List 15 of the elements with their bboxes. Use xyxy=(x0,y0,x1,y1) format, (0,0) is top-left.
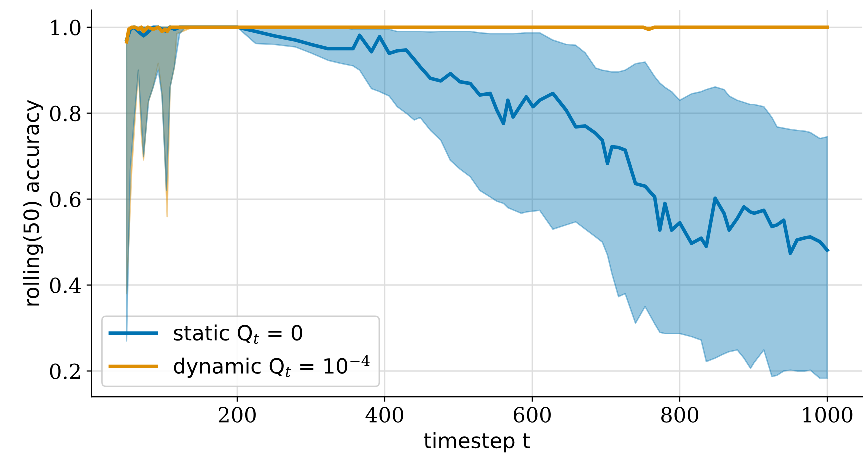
y-tick-label: 0.2 xyxy=(50,364,80,380)
y-axis-title: rolling(50) accuracy xyxy=(23,100,44,306)
y-tick-label: 0.4 xyxy=(50,278,82,294)
line-series xyxy=(125,26,830,44)
x-tick-label: 600 xyxy=(514,407,551,423)
y-tick-label: 0.8 xyxy=(50,106,81,122)
x-tick-label: 800 xyxy=(662,407,698,423)
x-tick-label: 400 xyxy=(366,407,404,423)
y-tick-label: 1.0 xyxy=(51,20,81,36)
legend-label: static Q$_{t}$ = 0 xyxy=(174,324,302,344)
y-tick-label: 0.6 xyxy=(50,192,81,208)
x-tick-label: 200 xyxy=(218,407,256,423)
x-tick-label: 1000 xyxy=(804,407,853,423)
x-axis-title: timestep t xyxy=(424,432,530,453)
legend-label: dynamic Q$_{t}$ = 10$^{−4}$ xyxy=(174,355,370,378)
